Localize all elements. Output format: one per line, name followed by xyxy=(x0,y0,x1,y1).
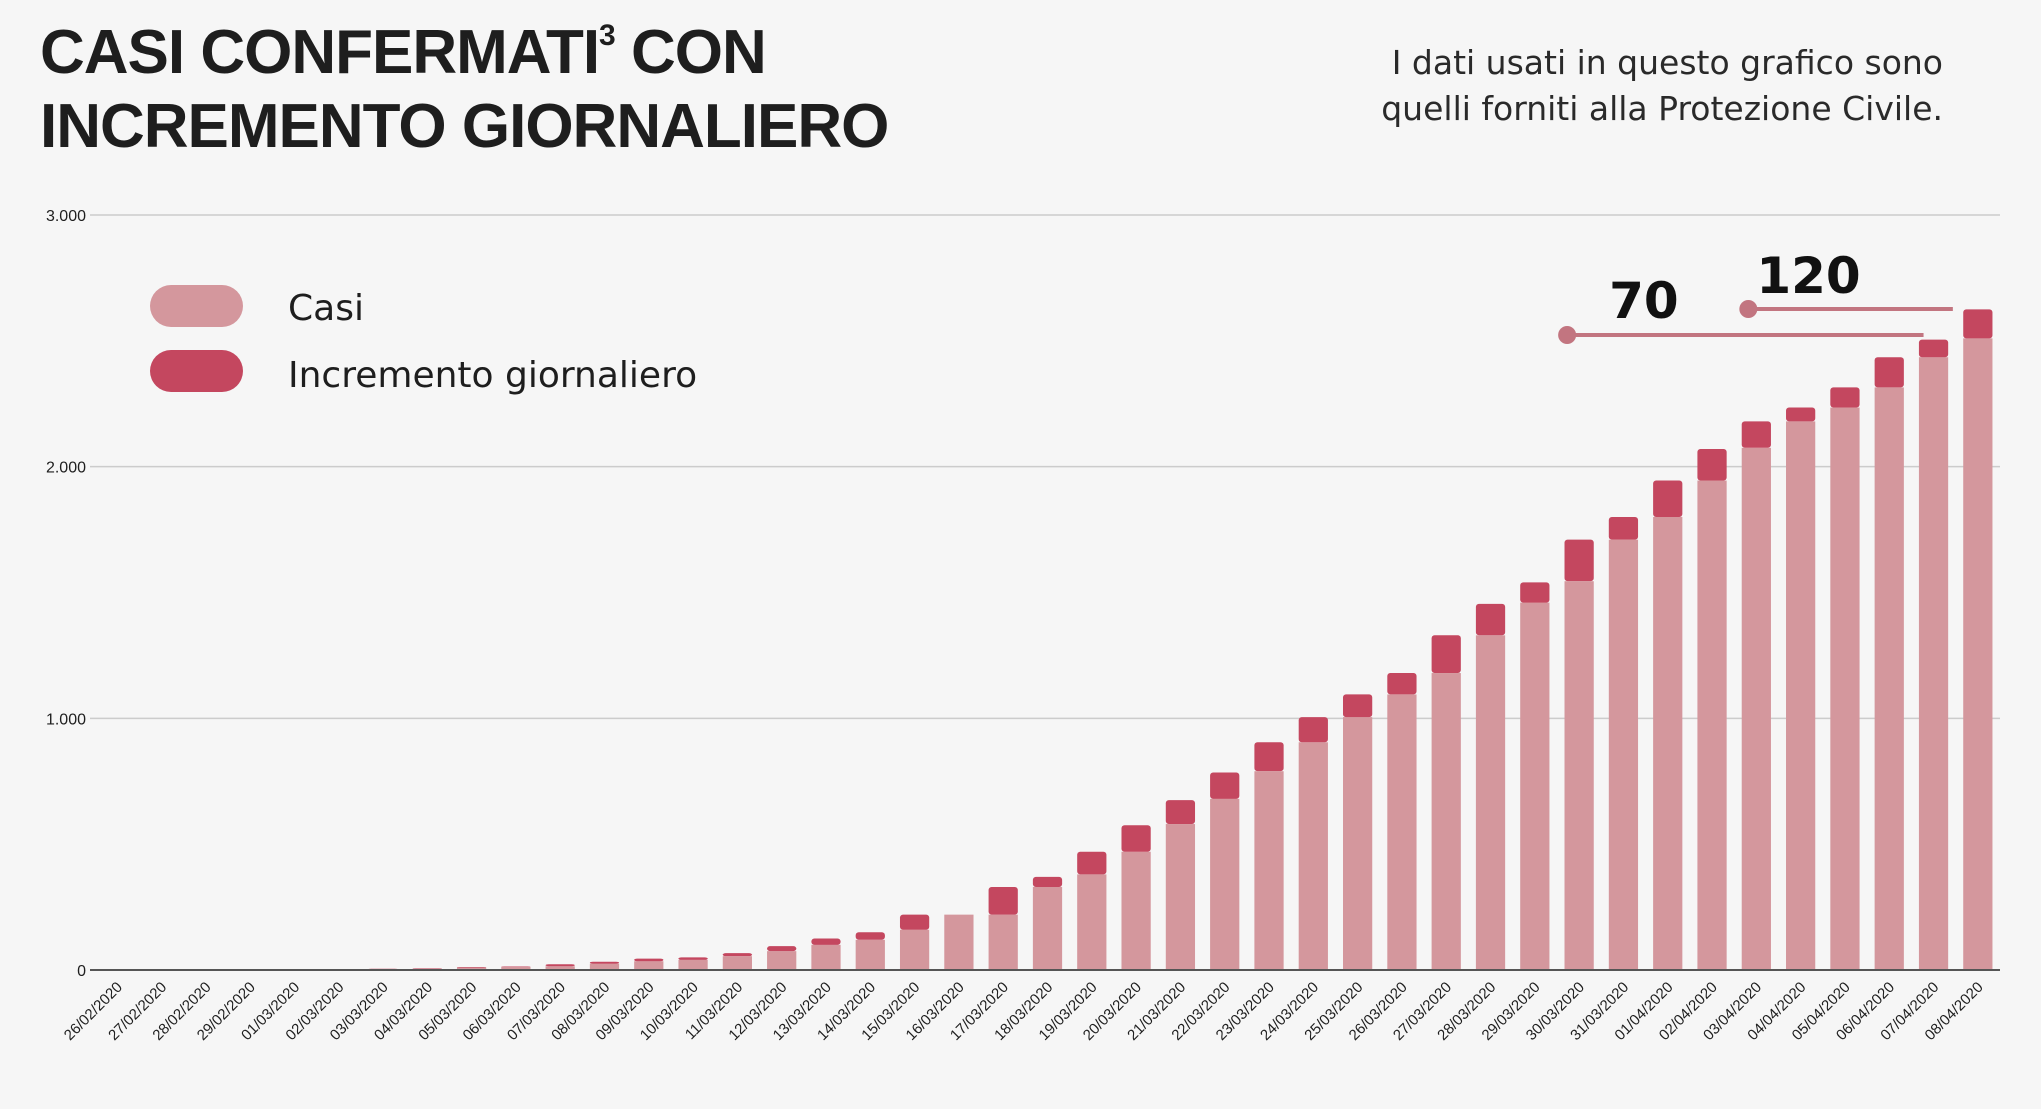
y-axis-tick-labels: 0 1.000 2.000 3.000 xyxy=(46,208,86,980)
bar-incremento xyxy=(1165,800,1196,825)
bar-casi xyxy=(811,944,841,970)
bar-incremento xyxy=(1564,539,1594,582)
bar-casi xyxy=(1342,717,1373,970)
bar-casi xyxy=(1697,480,1727,970)
bar-incremento xyxy=(1342,694,1373,718)
bar-casi xyxy=(589,963,620,970)
bar-casi xyxy=(944,914,974,970)
bar-incremento xyxy=(899,914,930,930)
annotation-dot-70 xyxy=(1558,326,1577,344)
bar-incremento xyxy=(1653,480,1683,517)
bar-incremento xyxy=(678,957,708,960)
bar-incremento xyxy=(1210,772,1240,799)
y-tick-label: 0 xyxy=(77,963,86,980)
bar-casi xyxy=(1653,517,1683,970)
bar-incremento xyxy=(1520,582,1550,603)
bar-incremento xyxy=(855,932,885,940)
bar-incremento xyxy=(988,886,1018,915)
bar-incremento xyxy=(1697,449,1727,481)
legend-swatch-incremento xyxy=(150,350,243,392)
bar-incremento xyxy=(1608,517,1639,540)
bar-casi xyxy=(899,929,930,970)
bar-casi xyxy=(1918,357,1949,971)
bar-incremento xyxy=(1918,339,1949,358)
bar-casi xyxy=(1874,387,1904,970)
bar-incremento xyxy=(811,938,841,945)
bar-casi xyxy=(1210,798,1240,970)
y-tick-label: 2.000 xyxy=(46,460,86,477)
x-axis-tick-labels: 26/02/202027/02/202028/02/202029/02/2020… xyxy=(61,979,1987,1044)
bar-incremento xyxy=(634,958,664,962)
bar-casi xyxy=(1298,742,1328,970)
bar-casi xyxy=(767,951,797,970)
bar-incremento xyxy=(1387,673,1417,695)
bar-casi xyxy=(855,939,885,970)
chart-title: CASI CONFERMATI3 CON INCREMENTO GIORNALIE… xyxy=(40,16,889,164)
bar-casi xyxy=(456,967,487,970)
annotations: 70 120 xyxy=(1558,247,1953,344)
legend: Casi Incremento giornaliero xyxy=(150,285,697,396)
chart-title-line1: CASI CONFERMATI3 CON xyxy=(40,18,767,87)
bar-casi xyxy=(1165,824,1196,970)
bar-casi xyxy=(1077,874,1107,970)
bar-casi xyxy=(1608,539,1639,970)
bar-incremento xyxy=(1298,717,1328,743)
bar-incremento xyxy=(1032,876,1063,887)
bar-casi xyxy=(1431,673,1461,970)
annotation-label-120: 120 xyxy=(1756,247,1860,305)
bar-incremento xyxy=(1830,387,1860,408)
legend-swatch-casi xyxy=(150,285,243,327)
bar-casi xyxy=(1121,851,1151,970)
bar-casi xyxy=(1387,694,1417,970)
bar-incremento xyxy=(545,964,575,967)
title-superscript: 3 xyxy=(599,19,616,52)
bar-casi xyxy=(1963,338,1993,971)
bar-casi xyxy=(1786,421,1816,970)
bar-casi xyxy=(634,961,664,970)
bar-casi xyxy=(678,959,708,970)
bar-casi xyxy=(1830,407,1860,970)
bar-casi xyxy=(1564,581,1594,970)
bar-incremento xyxy=(412,968,442,969)
bar-incremento xyxy=(501,966,531,967)
bar-incremento xyxy=(767,946,797,952)
annotation-dot-120 xyxy=(1739,300,1758,318)
bar-incremento xyxy=(722,953,753,957)
bar-incremento xyxy=(456,966,487,968)
annotation-label-70: 70 xyxy=(1609,272,1679,330)
bar-casi xyxy=(1254,771,1284,970)
bar-incremento xyxy=(1431,635,1461,674)
legend-label-incremento: Incremento giornaliero xyxy=(288,355,697,396)
bar-incremento xyxy=(1874,357,1904,388)
bar-casi xyxy=(1520,602,1550,970)
bar-incremento xyxy=(1963,309,1993,339)
chart-title-line2: INCREMENTO GIORNALIERO xyxy=(40,92,889,161)
legend-label-casi: Casi xyxy=(288,288,364,329)
bar-casi xyxy=(501,966,531,970)
bar-casi xyxy=(1475,635,1506,970)
bar-incremento xyxy=(1121,825,1151,852)
bar-casi xyxy=(1741,447,1771,971)
bars xyxy=(191,309,1993,971)
bar-incremento xyxy=(1254,742,1284,772)
bar-incremento xyxy=(1475,603,1506,636)
y-tick-label: 1.000 xyxy=(46,711,86,728)
bar-casi xyxy=(545,966,575,970)
bar-incremento xyxy=(1786,407,1816,422)
data-source-note: I dati usati in questo grafico sono quel… xyxy=(1381,43,1943,128)
bar-incremento xyxy=(589,961,620,964)
bar-casi xyxy=(722,956,753,970)
bar-casi xyxy=(1032,886,1063,970)
y-tick-label: 3.000 xyxy=(46,208,86,225)
bar-incremento xyxy=(1077,851,1107,875)
bar-casi xyxy=(988,914,1018,970)
bar-incremento xyxy=(1741,421,1771,448)
